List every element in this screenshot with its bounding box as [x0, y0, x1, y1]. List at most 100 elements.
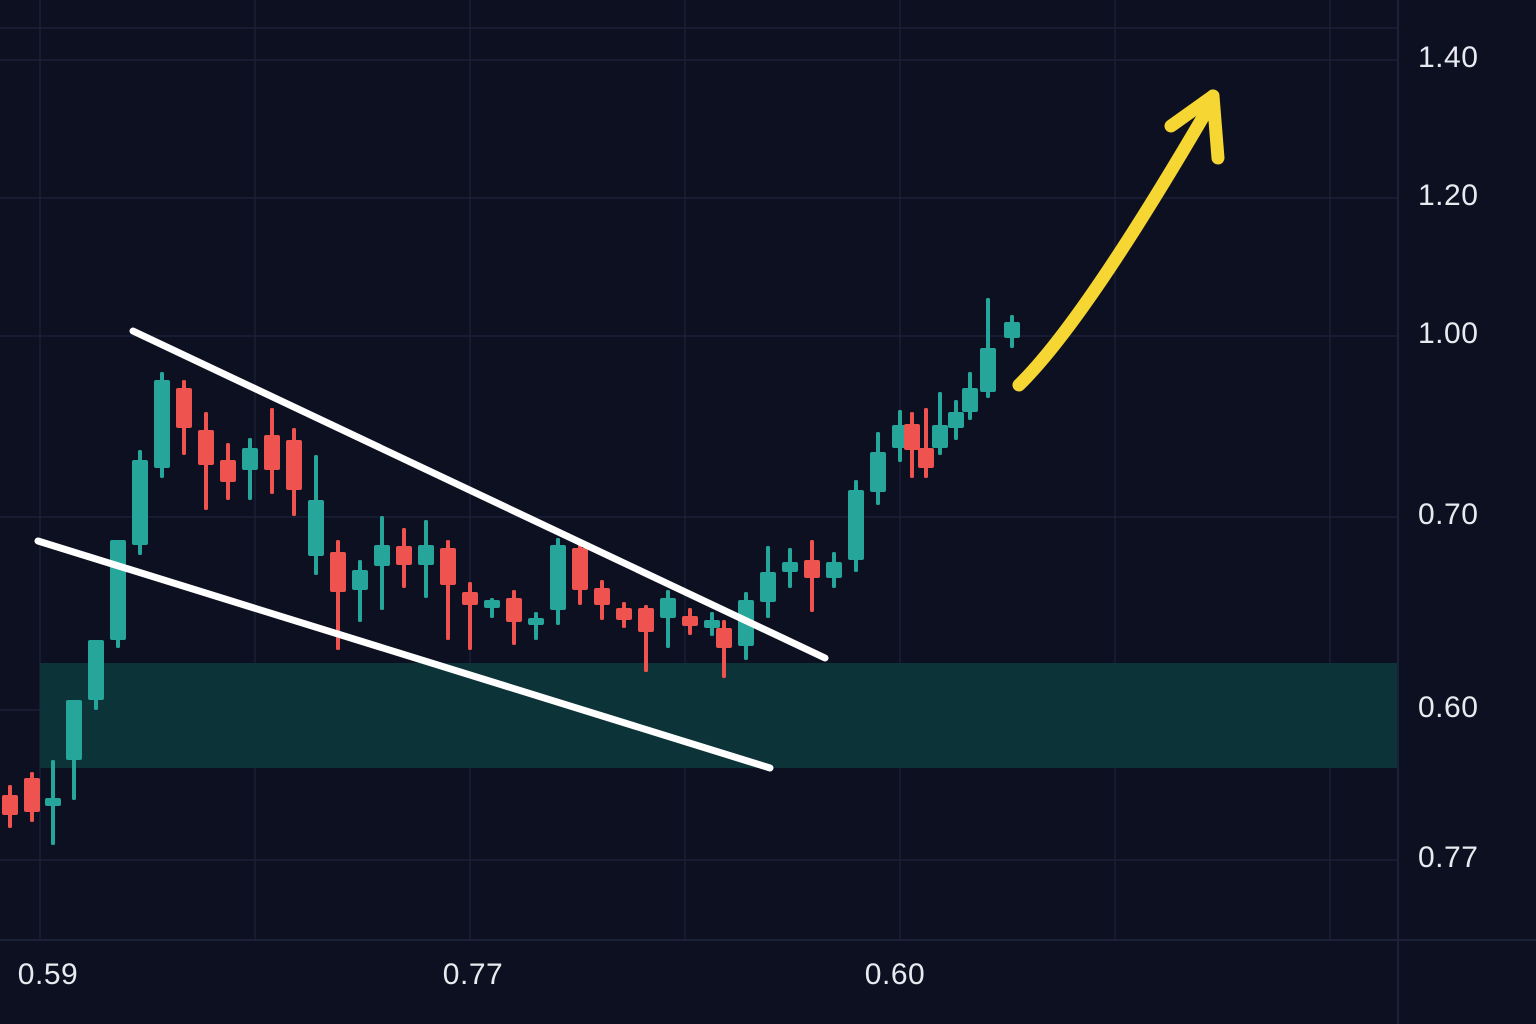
candle-body: [198, 430, 214, 465]
candle-body: [1004, 322, 1020, 338]
candle-body: [110, 540, 126, 640]
candlestick-bear: [462, 582, 478, 650]
candlestick-bear: [506, 590, 522, 645]
candle-body: [242, 448, 258, 470]
candlestick-bear: [2, 785, 18, 828]
candle-body: [418, 545, 434, 565]
candlestick-bull: [154, 372, 170, 478]
candle-body: [962, 388, 978, 412]
candle-body: [220, 460, 236, 482]
candlestick-bull: [782, 548, 798, 588]
candlestick-bull: [242, 438, 258, 500]
candle-body: [826, 562, 842, 578]
y-axis-tick-label: 0.70: [1418, 498, 1479, 531]
candle-series: [2, 298, 1020, 845]
candlestick-bear: [286, 428, 302, 516]
candlestick-bull: [932, 392, 948, 455]
candlestick-bear: [176, 380, 192, 455]
candle-wick: [358, 560, 362, 622]
candlestick-bull: [132, 450, 148, 555]
candlestick-bear: [572, 540, 588, 605]
y-axis-tick-label: 0.60: [1418, 691, 1479, 724]
candle-body: [88, 640, 104, 700]
x-axis-tick-label: 0.60: [864, 958, 926, 991]
candlestick-bull: [352, 560, 368, 622]
upper-resistance-trendline: [129, 327, 829, 662]
candle-body: [660, 598, 676, 618]
candle-body: [918, 448, 934, 468]
candlestick-bull: [374, 516, 390, 610]
candle-body: [932, 425, 948, 448]
candle-wick: [72, 752, 76, 800]
candlestick-bull: [870, 432, 886, 505]
candle-body: [594, 588, 610, 605]
arrow-head-right: [1206, 89, 1225, 165]
candle-body: [550, 545, 566, 610]
candlestick-bear: [804, 540, 820, 612]
candlestick-bear: [904, 412, 920, 478]
candlestick-bull: [826, 552, 842, 588]
candle-body: [572, 548, 588, 590]
candle-body: [462, 592, 478, 605]
candlestick-bull: [66, 700, 82, 800]
candlestick-bull: [308, 455, 324, 575]
candlestick-bear: [682, 608, 698, 635]
candlestick-bull: [110, 540, 126, 648]
y-axis-tick-label: 1.40: [1418, 41, 1479, 74]
candle-body: [870, 452, 886, 492]
candlestick-bull: [418, 520, 434, 598]
candle-body: [45, 798, 61, 806]
candle-body: [396, 546, 412, 565]
bullish-breakout-arrow: [1012, 89, 1225, 392]
candlestick-bear: [198, 412, 214, 510]
candle-body: [330, 552, 346, 592]
candle-body: [848, 490, 864, 560]
candlestick-bull: [962, 372, 978, 420]
candle-body: [66, 700, 82, 760]
candlestick-bull: [45, 760, 61, 845]
candlestick-bear: [594, 580, 610, 620]
candle-body: [682, 616, 698, 626]
candle-body: [132, 460, 148, 545]
candlestick-bull: [948, 400, 964, 440]
candle-body: [154, 380, 170, 468]
y-axis-tick-label: 1.20: [1418, 179, 1479, 212]
candlestick-bear: [330, 540, 346, 650]
candle-body: [616, 608, 632, 620]
candlestick-bull: [660, 590, 676, 648]
candlestick-bear: [220, 443, 236, 500]
candle-body: [176, 388, 192, 428]
candlestick-bear: [24, 772, 40, 822]
candlestick-bull: [484, 598, 500, 618]
candlestick-bear: [716, 620, 732, 678]
candlestick-bear: [264, 408, 280, 494]
candlestick-bull: [550, 538, 566, 625]
x-axis-tick-label: 0.59: [17, 958, 79, 991]
candlestick-bull: [848, 480, 864, 572]
candle-body: [760, 572, 776, 602]
candlestick-bear: [396, 528, 412, 588]
candle-body: [904, 424, 920, 450]
lower-support-trendline: [34, 537, 774, 772]
candle-body: [948, 412, 964, 428]
candlestick-bull: [760, 546, 776, 618]
candle-body: [638, 608, 654, 632]
candlestick-bear: [440, 540, 456, 640]
candle-body: [782, 562, 798, 572]
candle-body: [704, 620, 720, 628]
candle-body: [528, 618, 544, 625]
arrow-shaft: [1012, 93, 1220, 392]
candle-body: [24, 778, 40, 812]
candle-body: [804, 560, 820, 578]
arrow-head-left: [1164, 89, 1220, 133]
candlestick-bull: [528, 612, 544, 640]
candle-body: [286, 440, 302, 490]
candle-body: [440, 548, 456, 585]
x-axis-tick-label: 0.77: [442, 958, 504, 991]
candlestick-bull: [980, 298, 996, 398]
candle-body: [374, 545, 390, 566]
candle-body: [308, 500, 324, 556]
